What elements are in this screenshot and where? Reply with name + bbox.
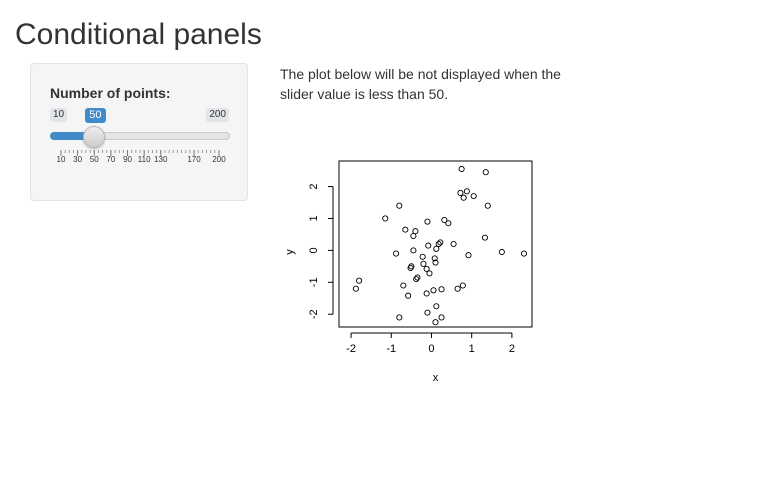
plot-description: The plot below will be not displayed whe… bbox=[280, 66, 561, 102]
data-point bbox=[433, 303, 440, 310]
data-point bbox=[441, 217, 448, 224]
data-point bbox=[465, 252, 472, 259]
data-point bbox=[450, 240, 457, 248]
data-point bbox=[481, 234, 489, 241]
slider-grid: 10 30 50 70 90 110 130 170 200 bbox=[57, 150, 226, 164]
plot-frame bbox=[338, 160, 533, 328]
data-point bbox=[463, 188, 470, 195]
data-point bbox=[433, 245, 440, 252]
data-point bbox=[431, 255, 438, 262]
data-point bbox=[438, 286, 445, 293]
sidebar-panel: Number of points: 10 200 50 10 30 50 70 90 11… bbox=[30, 63, 248, 201]
slider-tick-label: 110 bbox=[138, 155, 151, 164]
data-point bbox=[382, 215, 389, 222]
slider-tick-label: 70 bbox=[106, 155, 115, 164]
data-point bbox=[413, 276, 420, 283]
slider-label: Number of points: bbox=[50, 85, 171, 101]
data-point bbox=[432, 319, 439, 326]
data-point bbox=[405, 292, 412, 299]
slider-tick-label: 200 bbox=[212, 155, 226, 164]
data-point bbox=[459, 282, 466, 289]
data-point bbox=[423, 290, 430, 297]
data-point bbox=[352, 285, 359, 292]
x-tick-label: -2 bbox=[346, 343, 356, 355]
data-point bbox=[424, 218, 431, 225]
data-point bbox=[424, 309, 431, 316]
data-point bbox=[414, 274, 421, 281]
slider-tick-label: 170 bbox=[187, 155, 201, 164]
y-tick-label: 1 bbox=[308, 215, 320, 221]
data-point bbox=[402, 226, 409, 233]
data-point bbox=[520, 250, 528, 257]
data-point bbox=[484, 202, 491, 209]
data-point bbox=[393, 250, 400, 257]
data-point bbox=[430, 287, 437, 294]
data-point bbox=[482, 169, 489, 176]
x-axis-label: x bbox=[433, 372, 439, 384]
data-point bbox=[445, 220, 452, 227]
data-point bbox=[460, 194, 467, 201]
data-point bbox=[458, 165, 465, 173]
data-point bbox=[498, 248, 505, 256]
slider-max-label: 200 bbox=[206, 108, 229, 122]
data-point bbox=[410, 232, 417, 240]
slider-tick-label: 90 bbox=[123, 155, 132, 164]
data-point bbox=[437, 239, 444, 246]
slider-tick-label: 30 bbox=[73, 155, 82, 164]
data-point bbox=[426, 270, 433, 277]
page-title: Conditional panels bbox=[15, 18, 262, 51]
x-tick-label: 2 bbox=[509, 343, 515, 355]
data-point bbox=[470, 193, 477, 200]
y-tick-label: 0 bbox=[308, 247, 320, 253]
data-point bbox=[457, 189, 464, 196]
slider-tick-label: 130 bbox=[154, 155, 168, 164]
scatter-plot: -2 -1 0 1 2 x -2 -1 0 1 2 y bbox=[284, 160, 533, 384]
y-axis-label: y bbox=[284, 249, 296, 255]
data-point bbox=[407, 264, 414, 271]
y-tick-label: -2 bbox=[308, 309, 320, 319]
x-tick-label: 0 bbox=[428, 343, 434, 355]
data-point bbox=[419, 253, 426, 260]
data-point bbox=[454, 285, 461, 292]
data-point bbox=[410, 247, 417, 254]
data-point bbox=[435, 240, 442, 248]
data-point bbox=[425, 242, 432, 249]
slider-tick-label: 50 bbox=[90, 155, 99, 164]
data-point bbox=[396, 202, 403, 209]
data-point bbox=[396, 314, 403, 321]
slider-tick-label: 10 bbox=[57, 155, 66, 164]
x-tick-label: 1 bbox=[469, 343, 475, 355]
data-point bbox=[432, 259, 439, 266]
data-point bbox=[438, 314, 445, 321]
y-tick-label: -1 bbox=[308, 277, 320, 287]
data-point bbox=[400, 282, 407, 289]
slider-track-fill bbox=[50, 132, 95, 140]
slider-min-label: 10 bbox=[50, 108, 68, 122]
data-point bbox=[420, 260, 427, 267]
data-point bbox=[356, 277, 363, 284]
x-tick-label: -1 bbox=[386, 343, 396, 355]
y-tick-label: 2 bbox=[308, 183, 320, 189]
slider-handle[interactable] bbox=[83, 126, 106, 148]
slider-value-label: 50 bbox=[85, 108, 106, 123]
data-point bbox=[423, 265, 430, 272]
